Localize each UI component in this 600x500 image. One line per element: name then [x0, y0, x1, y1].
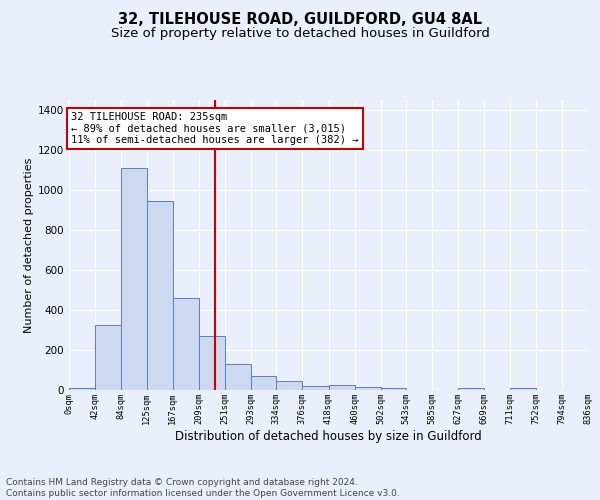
Bar [355, 387, 380, 390]
Text: Size of property relative to detached houses in Guildford: Size of property relative to detached ho… [110, 28, 490, 40]
Text: 32, TILEHOUSE ROAD, GUILDFORD, GU4 8AL: 32, TILEHOUSE ROAD, GUILDFORD, GU4 8AL [118, 12, 482, 28]
Y-axis label: Number of detached properties: Number of detached properties [24, 158, 34, 332]
Bar [511, 388, 536, 390]
Bar [458, 388, 484, 390]
Bar [380, 388, 406, 390]
Bar [199, 336, 225, 390]
Bar [173, 298, 199, 390]
Text: 32 TILEHOUSE ROAD: 235sqm
← 89% of detached houses are smaller (3,015)
11% of se: 32 TILEHOUSE ROAD: 235sqm ← 89% of detac… [71, 112, 359, 145]
Text: Contains HM Land Registry data © Crown copyright and database right 2024.
Contai: Contains HM Land Registry data © Crown c… [6, 478, 400, 498]
Bar [329, 385, 355, 390]
Bar [146, 201, 173, 390]
Bar [225, 364, 251, 390]
Bar [121, 168, 146, 390]
X-axis label: Distribution of detached houses by size in Guildford: Distribution of detached houses by size … [175, 430, 482, 443]
Bar [302, 386, 329, 390]
Bar [69, 388, 95, 390]
Bar [251, 376, 277, 390]
Bar [95, 325, 121, 390]
Bar [277, 381, 302, 390]
